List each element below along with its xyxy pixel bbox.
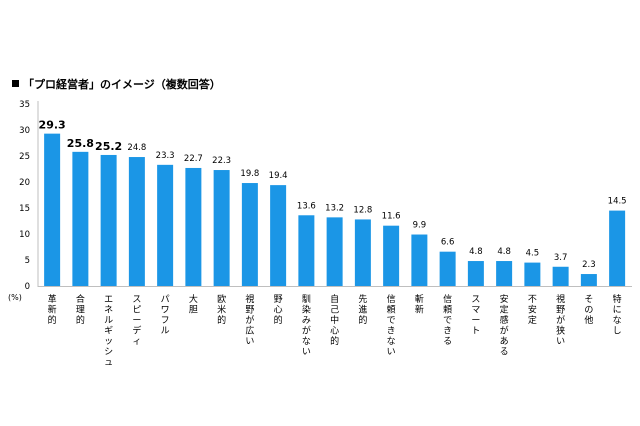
bar — [383, 225, 400, 286]
x-tick-label: 不安定 — [528, 294, 537, 326]
bar — [185, 167, 202, 286]
x-tick-label: その他 — [584, 294, 593, 326]
data-label: 25.2 — [95, 140, 122, 153]
bar — [128, 157, 145, 286]
data-label: 23.3 — [156, 151, 175, 161]
bar — [411, 234, 428, 286]
bar — [100, 154, 117, 286]
bar — [241, 183, 258, 286]
data-label: 4.8 — [469, 247, 483, 257]
x-tick-label: 欧米的 — [217, 293, 226, 326]
data-label: 4.8 — [497, 247, 511, 257]
data-label: 19.4 — [269, 171, 288, 181]
chart-title: 「プロ経営者」のイメージ（複数回答） — [23, 78, 221, 91]
x-tick-label: 特になし — [613, 293, 622, 337]
bar — [326, 217, 343, 286]
bar — [552, 266, 569, 286]
x-tick-label: 視野が広い — [245, 293, 254, 347]
x-tick-label: 大胆 — [189, 293, 198, 316]
x-tick-label: 野心的 — [274, 294, 283, 326]
x-tick-label: 合理的 — [76, 293, 85, 326]
x-tick-label: スマート — [471, 295, 480, 337]
bar — [298, 215, 315, 286]
x-tick-label: 視野が狭い — [556, 293, 565, 347]
bar — [72, 151, 89, 286]
y-tick-label: 25 — [19, 152, 30, 162]
chart-title-row: 「プロ経営者」のイメージ（複数回答） — [12, 76, 221, 92]
data-label: 13.6 — [297, 201, 316, 211]
bar — [439, 251, 456, 286]
x-tick-label: 先進的 — [358, 293, 367, 326]
data-label: 24.8 — [127, 143, 146, 153]
title-square-bullet — [12, 80, 19, 87]
bar — [580, 274, 597, 286]
bar — [44, 133, 61, 286]
x-tick-label: 斬新 — [415, 294, 424, 316]
x-tick-label: エネルギッシュ — [104, 295, 113, 368]
data-label: 12.8 — [353, 205, 372, 215]
bar — [157, 164, 174, 286]
bar — [270, 185, 287, 286]
x-tick-label: 馴染みがない — [302, 294, 311, 358]
data-label: 11.6 — [382, 212, 401, 222]
data-label: 6.6 — [441, 238, 455, 248]
x-tick-label: パワフル — [161, 294, 170, 337]
bars-group: 29.3 革新的 25.8 合理的 25.2 エネルギッシュ 24.8 スピーディ 23.3 パワ… — [39, 119, 627, 368]
x-tick-label: スピーディ — [132, 295, 141, 347]
data-label: 4.5 — [526, 249, 540, 259]
y-unit-label: (%) — [8, 293, 22, 302]
data-label: 22.7 — [184, 154, 203, 164]
data-label: 9.9 — [413, 221, 427, 231]
y-tick-label: 5 — [25, 256, 30, 266]
bar — [524, 262, 541, 286]
y-tick-label: 0 — [25, 282, 30, 292]
x-tick-label: 信頼できる — [443, 293, 452, 347]
x-tick-label: 信頼できない — [387, 293, 396, 358]
bar — [496, 261, 513, 286]
y-axis-ticks: 0 5 10 15 20 25 30 35 — [19, 100, 30, 292]
y-tick-label: 35 — [19, 100, 30, 110]
data-label: 25.8 — [67, 137, 94, 150]
data-label: 19.8 — [240, 169, 259, 179]
x-tick-label: 革新的 — [48, 293, 57, 326]
bar — [354, 219, 371, 286]
data-label: 14.5 — [608, 197, 627, 207]
x-tick-label: 自己中心的 — [330, 293, 339, 347]
data-label: 13.2 — [325, 203, 344, 213]
y-tick-label: 20 — [19, 178, 30, 188]
bar — [467, 261, 484, 286]
data-label: 3.7 — [554, 253, 568, 263]
data-label: 22.3 — [212, 156, 231, 166]
bar — [609, 210, 626, 286]
x-tick-label: 安定感がある — [500, 293, 509, 358]
y-tick-label: 30 — [19, 126, 30, 136]
y-tick-label: 15 — [19, 204, 30, 214]
y-tick-label: 10 — [19, 230, 30, 240]
bar — [213, 170, 230, 286]
data-label: 2.3 — [582, 260, 596, 270]
data-label: 29.3 — [39, 119, 66, 132]
